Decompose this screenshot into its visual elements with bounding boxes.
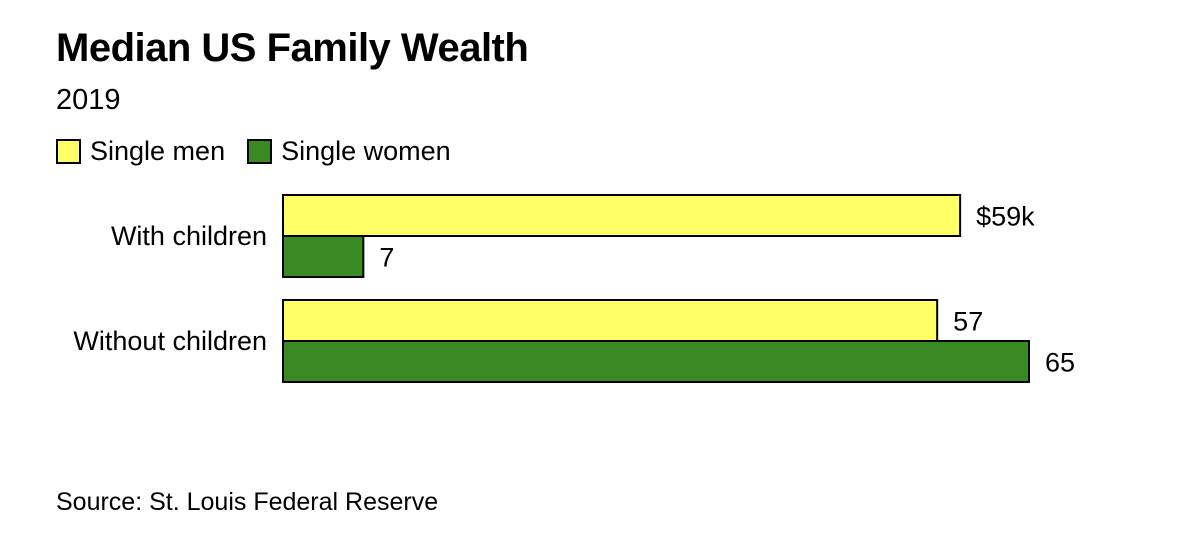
chart-subtitle: 2019 [56, 84, 121, 116]
chart-title: Median US Family Wealth [56, 26, 529, 70]
bar-with-children-single-women [282, 235, 365, 278]
legend-item-single-men: Single men [56, 136, 225, 167]
category-label-with-children: With children [111, 221, 267, 251]
legend-swatch-single-men [56, 138, 81, 164]
legend-label-single-men: Single men [90, 135, 226, 166]
chart-legend: Single men Single women [56, 132, 473, 170]
legend-label-single-women: Single women [281, 135, 451, 166]
value-label-with-children-single-men: $59k [976, 202, 1035, 232]
source-note: Source: St. Louis Federal Reserve [56, 488, 439, 516]
value-label-without-children-single-men: 57 [953, 307, 983, 337]
legend-item-single-women: Single women [247, 136, 451, 167]
value-label-without-children-single-women: 65 [1045, 348, 1075, 378]
bar-without-children-single-men [282, 299, 939, 342]
legend-swatch-single-women [247, 138, 273, 164]
bar-without-children-single-women [282, 340, 1030, 383]
value-label-with-children-single-women: 7 [379, 243, 394, 273]
bar-with-children-single-men [282, 194, 962, 237]
category-label-without-children: Without children [73, 326, 267, 356]
